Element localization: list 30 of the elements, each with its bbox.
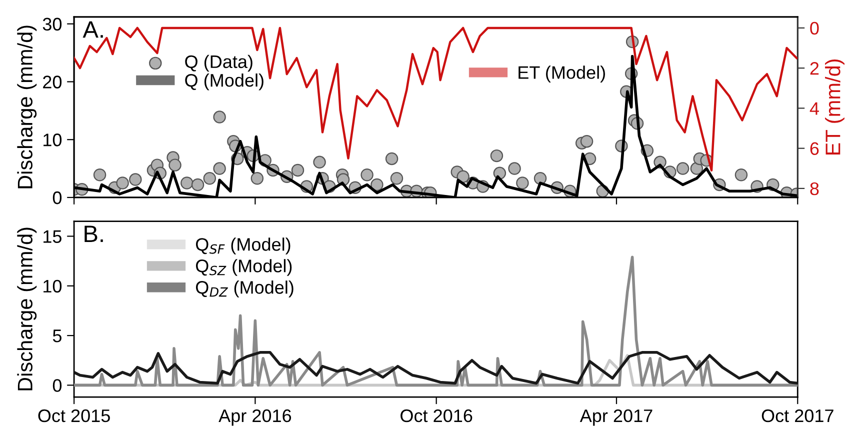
y-tick-label: 10 <box>44 280 62 293</box>
y2-axis-title: ET (mm/d) <box>825 59 844 154</box>
legend-label: Q (Data) <box>185 54 252 72</box>
y-tick-label: 10 <box>44 134 62 146</box>
y2-tick-label: 8 <box>810 182 819 196</box>
y-axis-title: Discharge (mm/d) <box>17 26 37 188</box>
x-tick-label: Oct 2016 <box>400 409 472 422</box>
legend-label: Q$_{SF}$ (Model) <box>196 238 290 254</box>
legend-label: Q$_{SZ}$ (Model) <box>196 259 292 276</box>
chart-title: A. <box>82 21 103 38</box>
x-tick-label: Apr 2017 <box>580 409 652 426</box>
legend-label: Q (Model) <box>185 73 264 90</box>
x-tick-label: Oct 2015 <box>38 409 110 422</box>
y-tick-label: 5 <box>52 330 62 342</box>
y2-tick-label: 2 <box>810 62 819 75</box>
legend-label: ET (Model) <box>518 66 605 82</box>
y-tick-label: 15 <box>44 230 62 243</box>
y2-tick-label: 6 <box>810 142 819 156</box>
y-tick-label: 0 <box>52 191 62 204</box>
x-tick-label: Apr 2016 <box>218 409 292 426</box>
x-tick-label: Oct 2017 <box>762 409 834 422</box>
y2-tick-label: 4 <box>810 102 819 115</box>
y-tick-label: 30 <box>42 18 62 31</box>
y-tick-label: 20 <box>43 76 62 88</box>
line-series <box>74 256 798 387</box>
chart-title: B. <box>84 226 103 242</box>
y-axis-title: Discharge (mm/d) <box>17 228 37 390</box>
legend-label: Q$_{DZ}$ (Model) <box>196 280 294 298</box>
y-tick-label: 0 <box>52 379 62 392</box>
y2-tick-label: 0 <box>810 22 819 35</box>
